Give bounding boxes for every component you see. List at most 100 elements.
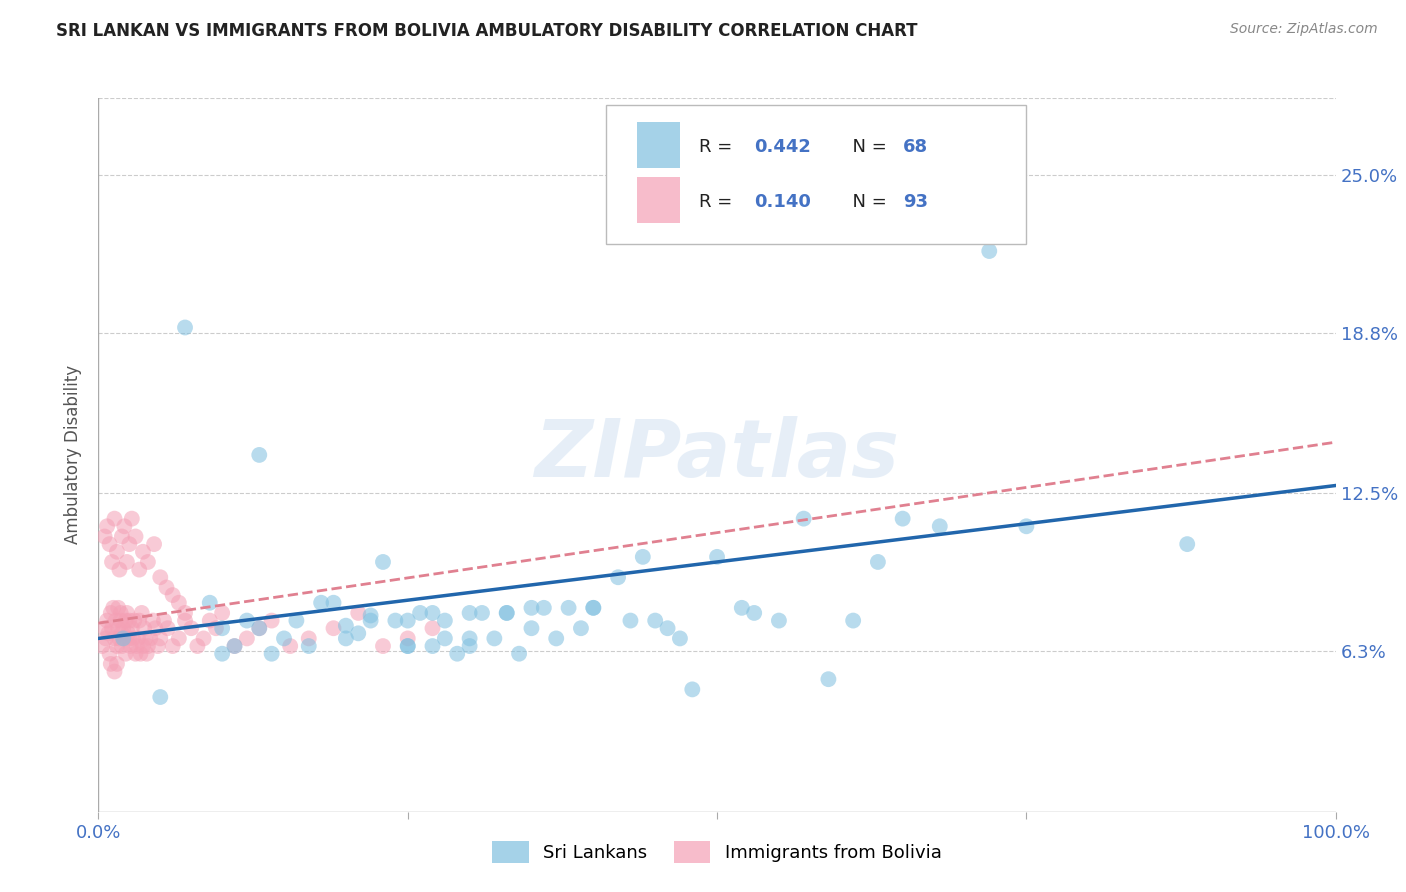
Point [134,621,156,635]
Point [681,682,703,697]
Point [347,606,370,620]
Point [121,511,143,525]
Text: 0.442: 0.442 [754,137,811,155]
Y-axis label: Ambulatory Disability: Ambulatory Disability [65,366,83,544]
Point [131,606,153,620]
Point [335,632,357,646]
Point [285,614,308,628]
Point [124,529,146,543]
Text: N =: N = [841,193,893,211]
Text: 93: 93 [903,193,928,211]
Point [103,600,125,615]
Point [1015,519,1038,533]
Point [322,596,344,610]
Point [211,606,233,620]
Text: ZIPatlas: ZIPatlas [534,416,900,494]
Point [98,647,121,661]
Point [236,632,259,646]
Point [433,614,456,628]
Point [155,581,177,595]
Point [108,632,131,646]
Point [153,614,176,628]
Point [100,657,122,671]
Text: Source: ZipAtlas.com: Source: ZipAtlas.com [1230,22,1378,37]
Point [742,606,765,620]
Point [247,621,270,635]
Point [105,657,128,671]
Point [129,647,152,661]
Point [104,614,127,628]
Point [96,614,118,628]
Text: SRI LANKAN VS IMMIGRANTS FROM BOLIVIA AMBULATORY DISABILITY CORRELATION CHART: SRI LANKAN VS IMMIGRANTS FROM BOLIVIA AM… [56,22,918,40]
Point [162,588,184,602]
Point [533,600,555,615]
Point [236,614,259,628]
Point [768,614,790,628]
Point [360,608,382,623]
Point [273,632,295,646]
FancyBboxPatch shape [637,121,681,168]
Point [309,596,332,610]
Point [557,600,579,615]
Point [793,511,815,525]
Point [96,519,118,533]
Point [1175,537,1198,551]
Point [335,618,357,632]
Point [94,632,117,646]
Point [114,647,136,661]
Point [103,665,125,679]
Point [247,448,270,462]
Point [111,639,134,653]
Point [149,690,172,704]
Point [132,639,155,653]
Point [117,626,139,640]
Point [107,621,129,635]
Point [644,614,666,628]
Point [146,639,169,653]
Point [134,632,156,646]
Point [105,545,128,559]
Point [124,614,146,628]
Point [582,600,605,615]
Point [484,632,506,646]
Point [103,511,125,525]
Point [260,647,283,661]
Point [205,621,228,635]
Point [132,545,155,559]
Point [112,632,135,646]
Point [149,570,172,584]
Point [569,621,592,635]
Point [817,672,839,686]
FancyBboxPatch shape [606,105,1026,244]
Point [842,614,865,628]
Point [891,511,914,525]
Point [298,639,321,653]
Point [112,632,135,646]
Point [409,606,432,620]
Point [108,563,131,577]
Point [546,632,568,646]
Point [508,647,530,661]
Point [657,621,679,635]
Point [174,606,197,620]
Point [128,614,150,628]
Point [360,614,382,628]
Point [112,519,135,533]
Point [396,639,419,653]
Text: N =: N = [841,137,893,155]
Point [631,549,654,564]
Point [110,614,132,628]
Point [198,614,221,628]
Point [167,596,190,610]
Legend: Sri Lankans, Immigrants from Bolivia: Sri Lankans, Immigrants from Bolivia [485,834,949,871]
Point [979,244,1001,258]
Point [396,639,419,653]
Point [520,621,543,635]
Point [458,639,481,653]
Point [928,519,950,533]
Point [93,621,115,635]
Point [347,626,370,640]
Point [101,621,124,635]
Point [101,555,124,569]
Point [422,606,444,620]
